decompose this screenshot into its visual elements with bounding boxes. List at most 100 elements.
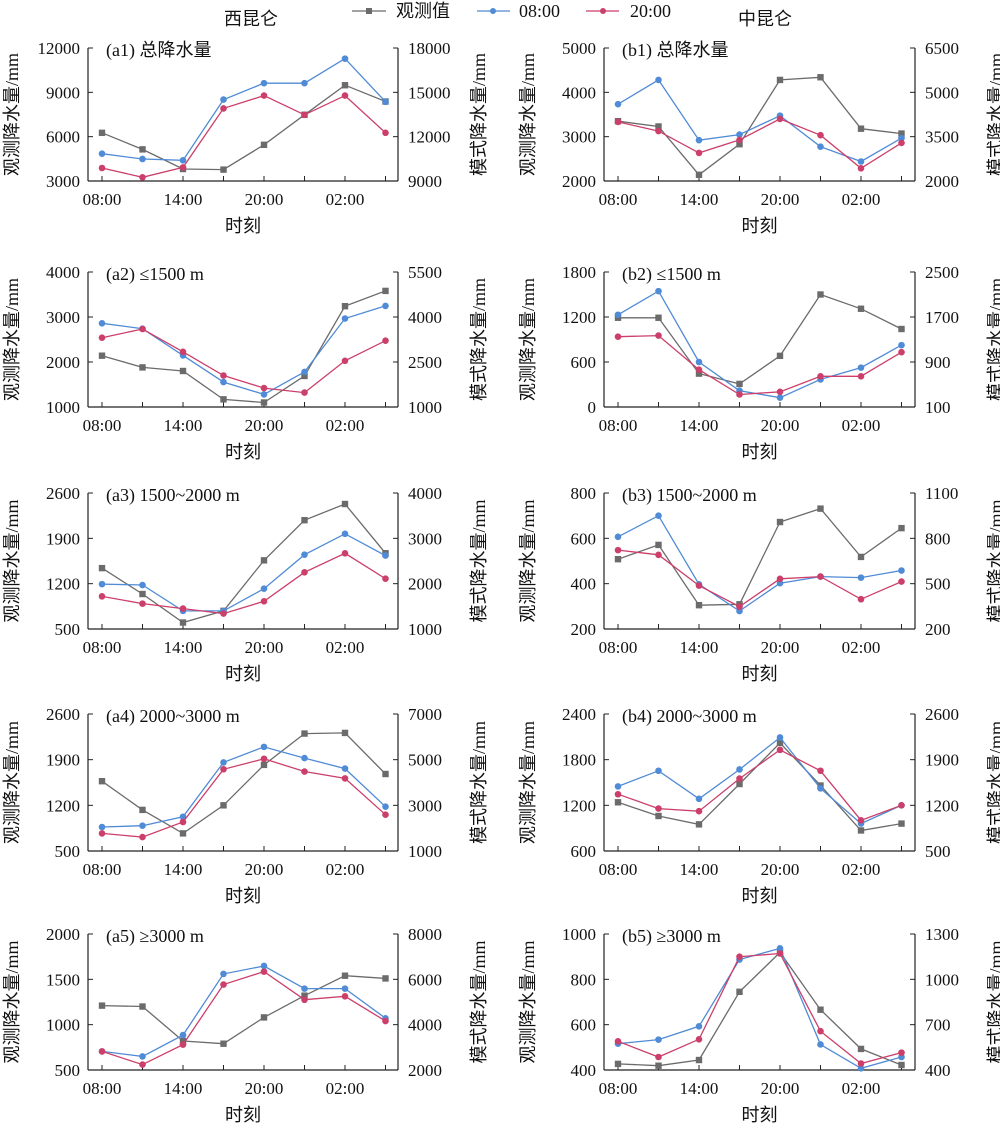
y-left-tick-label: 2000 [46, 925, 80, 944]
data-point-circle [655, 332, 662, 339]
data-point-square [139, 1003, 146, 1010]
data-point-circle [695, 582, 703, 589]
data-point-square [776, 76, 784, 84]
panel-title: (a3) 1500~2000 m [106, 485, 240, 506]
y-left-tick-label: 2000 [562, 172, 596, 191]
x-axis-title: 时刻 [742, 442, 778, 462]
data-point-circle [139, 833, 146, 841]
data-point-circle [655, 287, 662, 295]
data-point-circle [139, 1061, 146, 1068]
series-line [101, 57, 386, 161]
data-point-circle [98, 823, 106, 831]
series-line [617, 749, 902, 822]
y-left-axis-title: 观测降水量/mm [2, 278, 22, 401]
data-point-square [139, 146, 146, 153]
y-right-tick-label: 100 [925, 398, 951, 417]
data-point-circle [776, 394, 784, 402]
series-line [101, 94, 386, 178]
x-tick-label: 20:00 [245, 638, 284, 657]
data-point-circle [776, 746, 784, 754]
data-point-square [260, 399, 268, 406]
x-axis-title: 时刻 [742, 216, 778, 236]
data-point-circle [817, 1041, 824, 1048]
data-point-circle [614, 546, 622, 554]
y-right-tick-label: 700 [925, 1016, 951, 1035]
legend-label-observed: 观测值 [396, 1, 450, 21]
data-point-circle [655, 76, 662, 84]
data-point-circle [260, 598, 268, 605]
y-right-tick-label: 1000 [408, 620, 442, 639]
data-point-circle [655, 1053, 662, 1061]
y-right-tick-label: 5500 [408, 263, 442, 282]
series-line [101, 975, 386, 1045]
y-right-tick-label: 1900 [925, 751, 959, 770]
data-point-circle [857, 574, 865, 581]
y-left-axis-title: 观测降水量/mm [2, 940, 22, 1063]
data-point-circle [301, 768, 308, 775]
data-point-circle [898, 802, 905, 809]
y-right-tick-label: 2500 [408, 353, 442, 372]
data-point-square [817, 74, 824, 81]
data-point-circle [179, 1031, 187, 1039]
y-left-tick-label: 1000 [562, 925, 596, 944]
data-point-circle [382, 803, 389, 811]
data-point-circle [382, 337, 389, 345]
panel-b4: 08:00 14:00 20:00 02:00 时刻 600 1200 1800 2400 500… [518, 705, 1000, 906]
data-point-square [179, 1037, 187, 1045]
x-tick-label: 08:00 [599, 1079, 638, 1098]
x-tick-label: 02:00 [842, 190, 881, 209]
data-point-circle [655, 805, 662, 812]
x-axis-title: 时刻 [742, 886, 778, 906]
data-point-circle [857, 817, 865, 824]
data-point-circle [817, 131, 824, 139]
data-point-circle [695, 136, 703, 144]
x-tick-label: 02:00 [326, 1079, 365, 1098]
data-point-circle [898, 348, 905, 356]
y-left-tick-label: 12000 [38, 39, 81, 58]
series-line [617, 118, 902, 170]
data-point-circle [301, 79, 308, 87]
data-point-square [139, 590, 146, 598]
x-tick-label: 08:00 [83, 1079, 122, 1098]
data-point-circle [695, 1036, 703, 1043]
data-point-square [341, 972, 349, 979]
y-right-tick-label: 1000 [925, 970, 959, 989]
data-point-circle [260, 755, 268, 763]
y-right-axis-title: 模式降水量/mm [469, 278, 489, 401]
x-tick-label: 20:00 [761, 1079, 800, 1098]
data-point-square [736, 141, 743, 148]
x-axis-title: 时刻 [225, 1105, 261, 1125]
x-tick-label: 02:00 [842, 1079, 881, 1098]
y-left-tick-label: 2600 [46, 705, 80, 724]
series-observed [614, 739, 905, 834]
x-tick-label: 14:00 [680, 638, 719, 657]
y-right-axis-title: 模式降水量/mm [469, 940, 489, 1063]
y-left-tick-label: 1800 [562, 263, 596, 282]
data-point-square [341, 82, 349, 89]
data-point-square [260, 141, 268, 148]
series-2000 [98, 92, 389, 181]
y-right-tick-label: 900 [925, 353, 951, 372]
x-tick-label: 20:00 [761, 860, 800, 879]
series-0800 [98, 743, 389, 831]
data-point-circle [695, 149, 703, 157]
data-point-circle [776, 734, 784, 741]
series-line [617, 951, 902, 1067]
series-line [101, 533, 386, 612]
y-left-tick-label: 400 [571, 575, 597, 594]
data-point-square [776, 518, 784, 526]
data-point-circle [614, 118, 622, 126]
data-point-circle [301, 754, 308, 762]
x-tick-label: 08:00 [599, 638, 638, 657]
x-tick-label: 14:00 [680, 1079, 719, 1098]
data-point-circle [898, 341, 905, 349]
data-point-circle [341, 985, 349, 992]
y-left-tick-label: 3000 [562, 128, 596, 147]
x-axis-title: 时刻 [742, 664, 778, 684]
series-0800 [614, 945, 905, 1072]
data-point-circle [260, 391, 268, 398]
y-left-tick-label: 1900 [46, 529, 80, 548]
data-point-square [776, 352, 784, 360]
panel-title: (b2) ≤1500 m [622, 264, 721, 285]
data-point-circle [382, 129, 389, 137]
